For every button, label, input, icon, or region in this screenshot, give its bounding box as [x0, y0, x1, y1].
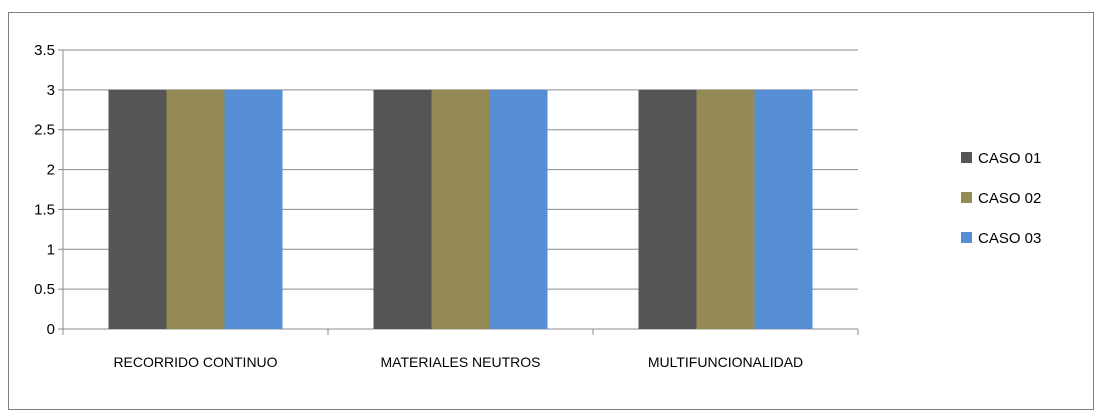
x-category-label: MATERIALES NEUTROS — [381, 354, 541, 370]
x-category-label: RECORRIDO CONTINUO — [113, 354, 277, 370]
bar — [431, 89, 490, 329]
bar — [166, 89, 225, 329]
bar — [638, 89, 697, 329]
bar — [754, 89, 813, 329]
bar — [489, 89, 548, 329]
bar — [696, 89, 755, 329]
y-tick-label: 1.5 — [34, 201, 55, 218]
legend-swatch — [961, 232, 972, 243]
y-tick-label: 1 — [47, 241, 55, 258]
legend-swatch — [961, 192, 972, 203]
y-tick-label: 2 — [47, 162, 55, 179]
legend-label: CASO 01 — [978, 150, 1041, 167]
x-category-label: MULTIFUNCIONALIDAD — [648, 354, 803, 370]
bar — [224, 89, 283, 329]
y-tick-label: 0 — [47, 321, 55, 338]
y-tick-label: 3.5 — [34, 42, 55, 59]
legend-label: CASO 02 — [978, 190, 1041, 207]
legend-swatch — [961, 152, 972, 163]
y-tick-label: 2.5 — [34, 122, 55, 139]
bar — [373, 89, 432, 329]
y-tick-label: 0.5 — [34, 281, 55, 298]
legend-label: CASO 03 — [978, 230, 1041, 247]
y-tick-label: 3 — [47, 82, 55, 99]
bar — [108, 89, 167, 329]
